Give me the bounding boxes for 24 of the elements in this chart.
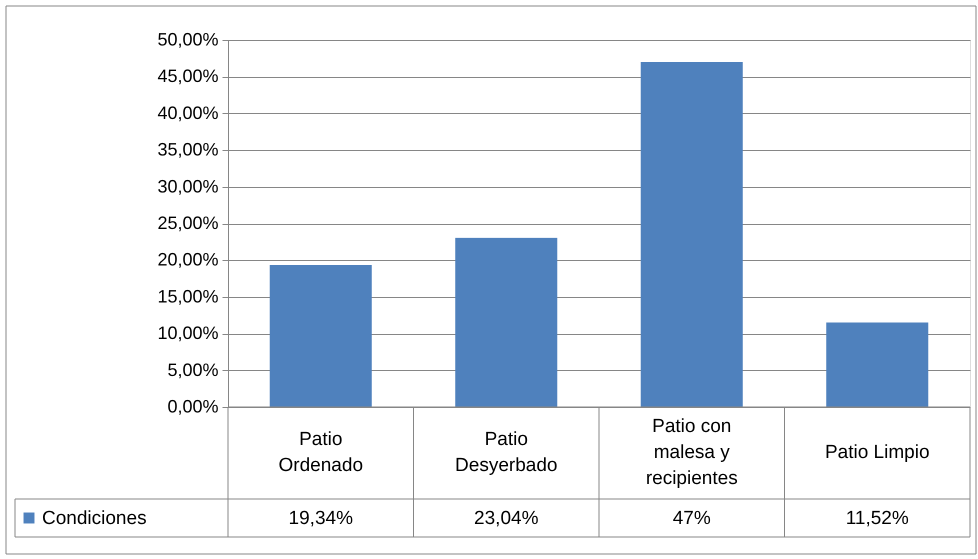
y-tick-label: 25,00% xyxy=(157,213,218,233)
x-tick-label: Patio Limpio xyxy=(824,442,930,463)
y-tick-label: 45,00% xyxy=(157,66,218,86)
data-label: 47% xyxy=(672,508,711,529)
bar xyxy=(270,265,372,407)
bar xyxy=(826,322,928,407)
y-tick-label: 5,00% xyxy=(167,360,218,380)
y-tick-label: 10,00% xyxy=(157,323,218,344)
bar xyxy=(640,62,743,407)
data-label: 11,52% xyxy=(846,508,909,529)
y-tick-label: 20,00% xyxy=(157,250,218,270)
y-tick-label: 40,00% xyxy=(157,102,218,123)
y-tick-label: 0,00% xyxy=(167,396,218,416)
y-tick-label: 35,00% xyxy=(157,140,218,160)
data-label: 19,34% xyxy=(288,508,354,529)
x-tick-label: Patio Desyerbado xyxy=(455,429,558,476)
y-tick-label: 15,00% xyxy=(157,286,218,306)
bar xyxy=(455,238,558,407)
x-tick-label: Patio con malesa y recipientes xyxy=(646,416,738,489)
legend-label: Condiciones xyxy=(42,508,147,529)
x-tick-label: Patio Ordenado xyxy=(278,429,364,476)
data-label: 23,04% xyxy=(474,508,539,529)
y-tick-label: 50,00% xyxy=(157,30,218,50)
y-tick-label: 30,00% xyxy=(157,176,218,196)
